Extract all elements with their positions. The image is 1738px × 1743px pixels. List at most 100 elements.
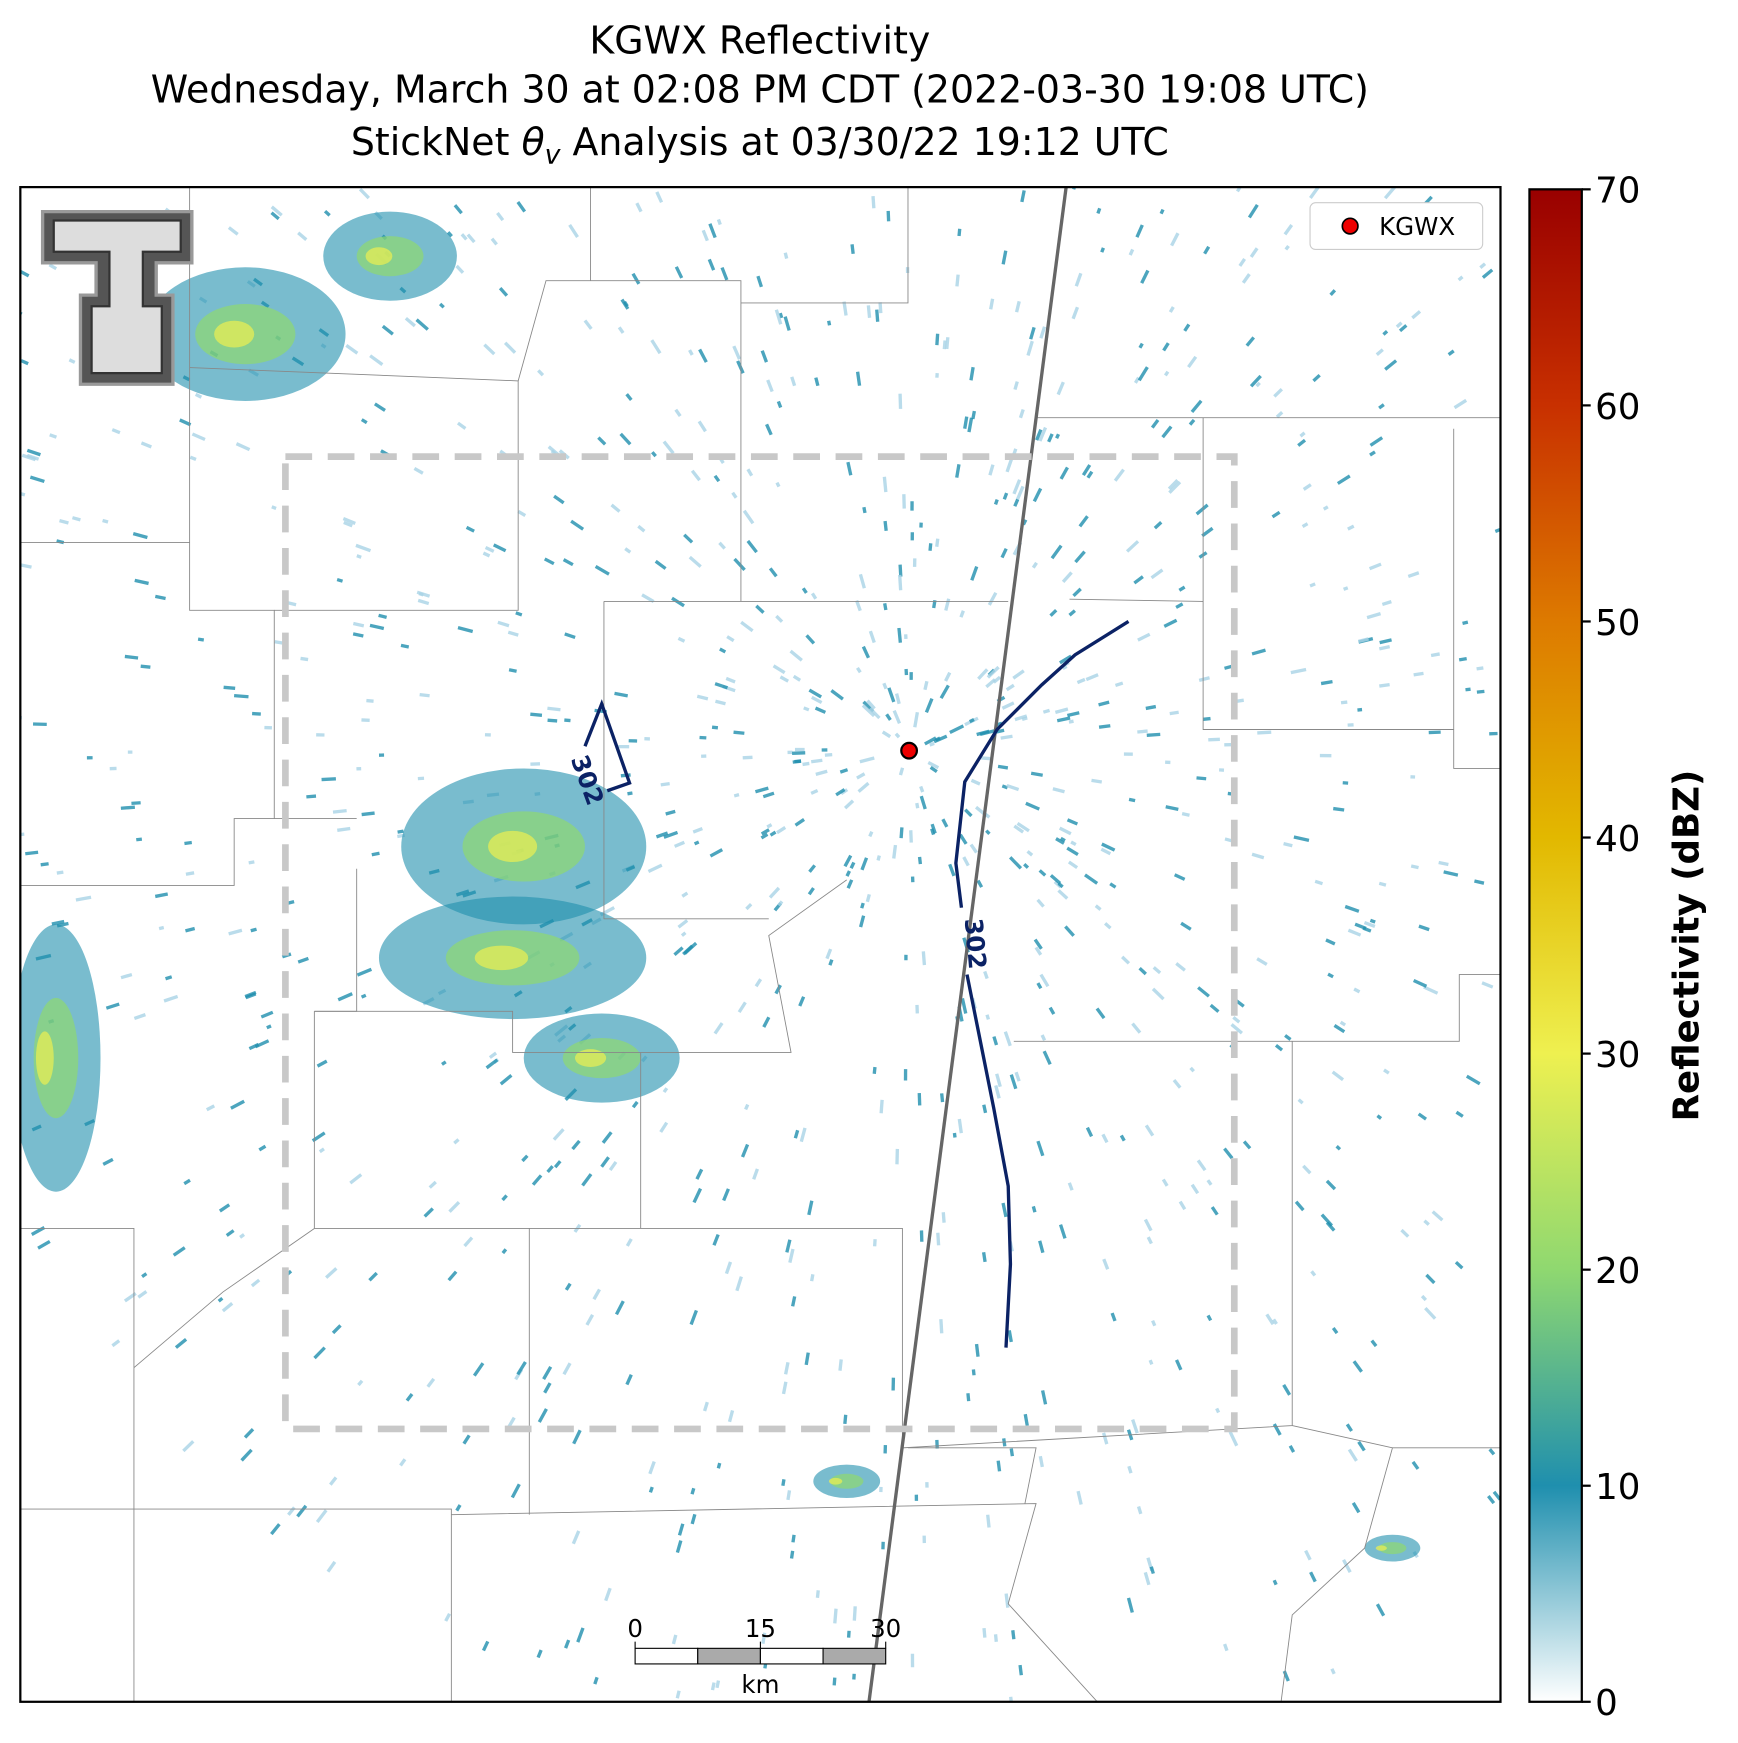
echo (940, 1093, 945, 1103)
echo (801, 587, 808, 594)
echo (343, 520, 353, 528)
echo (1203, 245, 1211, 255)
echo (727, 1410, 735, 1423)
echo (688, 349, 694, 356)
colorbar-tick-label: 10 (1595, 1467, 1640, 1508)
echo (1188, 418, 1196, 426)
echo (1476, 689, 1485, 694)
echo (993, 499, 999, 505)
echo (897, 627, 903, 643)
echo (455, 1504, 462, 1512)
echo (1251, 852, 1265, 860)
echo (597, 436, 607, 446)
echo (366, 698, 374, 703)
echo (194, 392, 203, 399)
echo (126, 96, 140, 108)
echo (785, 1239, 792, 1253)
echo (1369, 918, 1376, 924)
echo (1707, 752, 1716, 755)
echo (1310, 1270, 1317, 1277)
echo (786, 1490, 792, 1501)
echo (593, 1676, 599, 1685)
echo (905, 0, 908, 9)
echo (910, 501, 914, 511)
echo (768, 886, 781, 899)
echo (866, 305, 872, 318)
analysis-domain (282, 453, 1238, 1433)
echo (1443, 870, 1459, 877)
echo (318, 1147, 325, 1154)
echo (776, 400, 783, 409)
echo (1504, 1078, 1514, 1086)
echo (460, 233, 468, 241)
echo (1072, 587, 1082, 597)
echo (1210, 1206, 1219, 1216)
echo (1314, 879, 1324, 886)
echo (663, 830, 679, 839)
echo (1656, 163, 1664, 170)
echo (594, 565, 610, 576)
echo (919, 795, 927, 810)
echo (441, 1060, 447, 1066)
echo (1375, 348, 1384, 356)
echo (1652, 437, 1660, 443)
echo (1476, 666, 1484, 671)
echo (1223, 1643, 1229, 1652)
echo (725, 676, 736, 684)
analysis-prefix: StickNet (351, 120, 522, 164)
echo (698, 348, 708, 363)
echo (1713, 250, 1722, 257)
echo (1035, 429, 1043, 441)
echo (1131, 1022, 1142, 1034)
echo (776, 1718, 781, 1733)
echo (558, 0, 565, 7)
echo (760, 828, 770, 836)
echo (1605, 124, 1618, 136)
echo (713, 474, 721, 483)
echo (1042, 1050, 1052, 1066)
echo (233, 693, 249, 699)
echo (1197, 986, 1210, 998)
echo (250, 927, 257, 933)
echo (337, 826, 351, 832)
echo (919, 1230, 924, 1242)
echo (342, 517, 356, 525)
interstate (867, 187, 1068, 1702)
echo (466, 233, 476, 244)
echo (1467, 161, 1478, 173)
echo (1647, 312, 1659, 321)
echo (898, 574, 903, 591)
echo (1172, 1078, 1182, 1089)
echo (399, 1458, 407, 1467)
echo (810, 1274, 815, 1282)
echo (1345, 1423, 1353, 1432)
echo (1128, 248, 1135, 256)
echo (945, 337, 950, 350)
echo (790, 376, 797, 387)
legend-marker (1341, 217, 1359, 235)
echo (1098, 700, 1110, 707)
echo (71, 516, 81, 522)
logo (40, 209, 194, 386)
echo (230, 1099, 245, 1110)
echo (693, 840, 700, 846)
echo (944, 671, 952, 682)
echo (1039, 326, 1047, 339)
echo (1031, 561, 1038, 569)
echo (881, 1541, 885, 1550)
echo (1162, 342, 1170, 352)
echo (1508, 284, 1517, 292)
echo (733, 557, 746, 572)
echo (1521, 495, 1530, 501)
echo-core (214, 320, 255, 348)
echo (1634, 121, 1642, 129)
echo (915, 1004, 919, 1014)
echo (1018, 1664, 1023, 1676)
echo (1424, 1306, 1437, 1320)
echo (996, 728, 1005, 734)
echo (1066, 711, 1080, 718)
echo (708, 223, 717, 239)
scale-bar: 0 15 30 km (627, 1614, 901, 1699)
echo (781, 1479, 786, 1487)
